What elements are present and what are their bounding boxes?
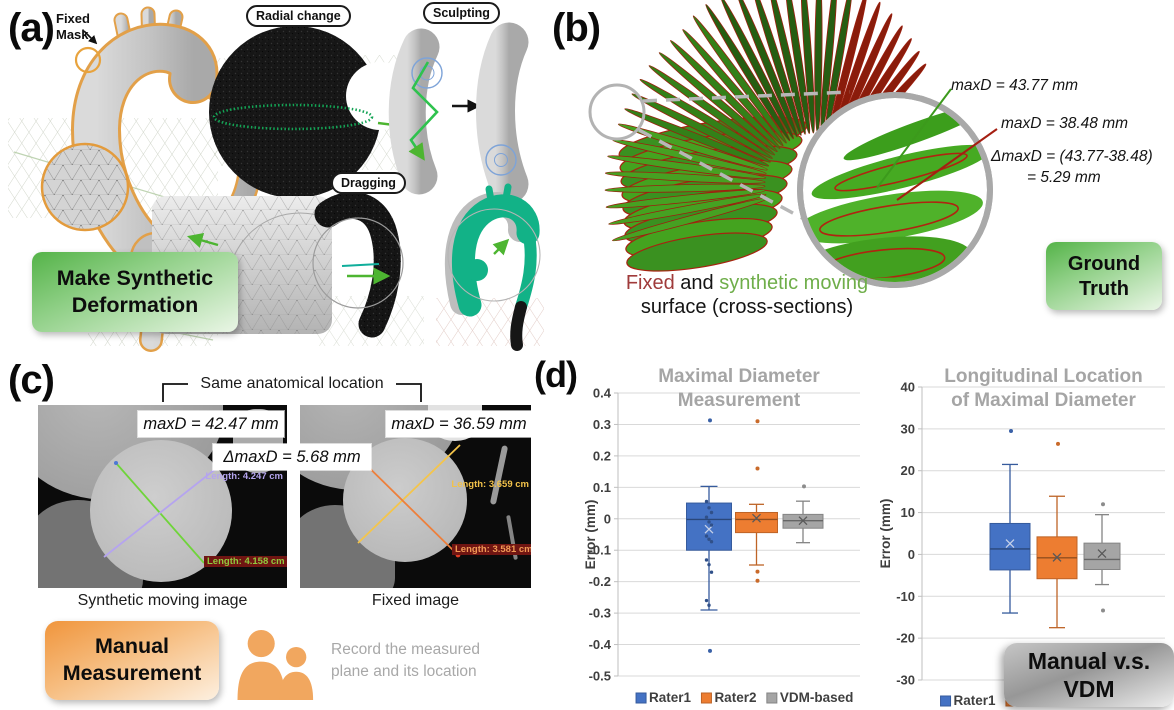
delta-maxd-line1: ΔmaxD = (43.77-38.48) — [991, 148, 1153, 165]
bracket-label: Same anatomical location — [200, 375, 384, 392]
zoom-dash-bottom — [638, 128, 829, 234]
badge-msd-line1: Make Synthetic — [56, 266, 214, 290]
radial-change-model — [209, 26, 414, 198]
maxd-fixed-annotation: maxD = 38.48 mm — [1001, 115, 1129, 132]
svg-text:-20: -20 — [896, 631, 915, 646]
svg-text:Measurement: Measurement — [678, 390, 801, 411]
magnifier-circle — [797, 92, 993, 288]
badge-gt-line2: Truth — [1079, 278, 1129, 300]
fixed-mask-arrow — [83, 30, 98, 45]
badge-mm-line2: Measurement — [62, 661, 202, 685]
svg-text:30: 30 — [901, 421, 915, 436]
fixed-mask-line1: Fixed — [56, 11, 90, 26]
fixed-mask-label: Fixed Mask — [56, 11, 90, 43]
sculpting-models — [388, 22, 529, 204]
drag-arrow-panel — [187, 232, 219, 248]
panel-b-caption: Fixed and synthetic moving surface (cros… — [597, 271, 897, 319]
record-note: Record the measured plane and its locati… — [331, 639, 480, 683]
ct-image-fixed: Length: 3.659 cm Length: 3.581 cm — [300, 405, 531, 588]
delta-maxd-box: ΔmaxD = 5.68 mm — [213, 444, 371, 470]
badge-gt-line1: Ground — [1067, 253, 1141, 275]
length-label-orange: Length: 3.581 cm — [452, 544, 531, 555]
caption-line1: Fixed and synthetic moving — [597, 271, 897, 295]
delta-maxd-line2: = 5.29 mm — [1027, 169, 1101, 186]
maxd-box-moving: maxD = 42.47 mm — [138, 411, 284, 437]
zoom-dash-top — [642, 90, 851, 103]
maxd-box-fixed: maxD = 36.59 mm — [386, 411, 532, 437]
svg-text:Rater2: Rater2 — [714, 690, 756, 705]
caption-fixed-image: Fixed image — [371, 592, 460, 609]
manual-vs-vdm-badge: Manual v.s. VDM — [1004, 643, 1174, 707]
panel-b-figure — [588, 0, 998, 288]
caption-line2: surface (cross-sections) — [640, 296, 854, 318]
panel-b-label: (b) — [552, 6, 601, 50]
fixed-mask-line2: Mask — [56, 27, 89, 42]
svg-text:Error (mm): Error (mm) — [583, 500, 598, 570]
caption-moving-image: Synthetic moving image — [77, 592, 248, 609]
svg-text:-0.1: -0.1 — [589, 543, 611, 558]
svg-text:0.1: 0.1 — [593, 480, 611, 495]
dragging-black-model — [312, 192, 404, 338]
raters-people-icon — [237, 630, 314, 700]
svg-text:of Maximal Diameter: of Maximal Diameter — [951, 390, 1136, 411]
badge-vdm-line1: Manual v.s. — [1027, 648, 1151, 674]
badge-vdm-line2: VDM — [1063, 676, 1115, 702]
pointer-moving-maxd — [876, 88, 952, 189]
svg-text:Longitudinal Location: Longitudinal Location — [944, 366, 1142, 387]
ground-truth-badge: Ground Truth — [1046, 242, 1162, 310]
svg-text:-0.3: -0.3 — [589, 606, 611, 621]
bracket-lines — [162, 383, 422, 402]
caption-moving-words: synthetic moving — [719, 272, 869, 294]
svg-text:-10: -10 — [896, 589, 915, 604]
mesh-zoom-inset — [40, 142, 130, 232]
svg-text:40: 40 — [901, 380, 915, 395]
panel-d-label: (d) — [534, 354, 578, 395]
svg-text:-30: -30 — [896, 673, 915, 688]
length-label-purple: Length: 4.247 cm — [205, 471, 283, 482]
panel-a-label: (a) — [8, 6, 55, 50]
manual-measurement-badge: Manual Measurement — [45, 621, 219, 700]
svg-text:-0.4: -0.4 — [589, 637, 612, 652]
svg-text:Error (mm): Error (mm) — [880, 499, 893, 569]
svg-text:0.3: 0.3 — [593, 417, 611, 432]
svg-text:Rater1: Rater1 — [649, 690, 692, 705]
fixed-mask-highlight-circle — [74, 46, 102, 74]
sculpt-path-arrow — [408, 61, 439, 161]
svg-text:VDM-based: VDM-based — [780, 690, 854, 705]
chart-maximal-diameter: 0.4 0.3 0.2 0.1 0 -0.1 -0.2 -0.3 -0.4 -0.5 Maximal… — [583, 366, 860, 705]
pointer-fixed-maxd — [896, 128, 998, 201]
source-region-circle — [588, 83, 646, 141]
badge-mm-line1: Manual — [94, 634, 170, 658]
panel-c-label: (c) — [8, 358, 55, 402]
record-note-line1: Record the measured — [331, 641, 481, 658]
svg-text:-0.2: -0.2 — [589, 574, 611, 589]
svg-text:0: 0 — [604, 511, 611, 526]
caption-fixed-word: Fixed — [625, 272, 675, 294]
caption-and-word: and — [674, 272, 720, 294]
tool-label-sculpting: Sculpting — [423, 2, 500, 24]
svg-text:0: 0 — [908, 547, 915, 562]
badge-msd-line2: Deformation — [71, 293, 199, 317]
deformed-teal-model — [444, 183, 541, 351]
svg-text:10: 10 — [901, 505, 915, 520]
make-synthetic-deformation-badge: Make Synthetic Deformation — [32, 252, 238, 332]
maxd-moving-annotation: maxD = 43.77 mm — [951, 77, 1079, 94]
svg-text:-0.5: -0.5 — [589, 669, 611, 684]
svg-text:0.4: 0.4 — [593, 386, 612, 401]
svg-text:0.2: 0.2 — [593, 448, 611, 463]
drag-arrow-teal — [492, 238, 510, 256]
tool-label-dragging: Dragging — [331, 172, 406, 194]
svg-text:Maximal Diameter: Maximal Diameter — [658, 366, 820, 387]
length-label-green: Length: 4.158 cm — [204, 556, 287, 567]
length-label-yellow: Length: 3.659 cm — [451, 479, 529, 490]
record-note-line2: plane and its location — [331, 663, 477, 680]
svg-text:Rater1: Rater1 — [954, 693, 997, 708]
svg-text:20: 20 — [901, 463, 915, 478]
tool-label-radial-change: Radial change — [246, 5, 351, 27]
